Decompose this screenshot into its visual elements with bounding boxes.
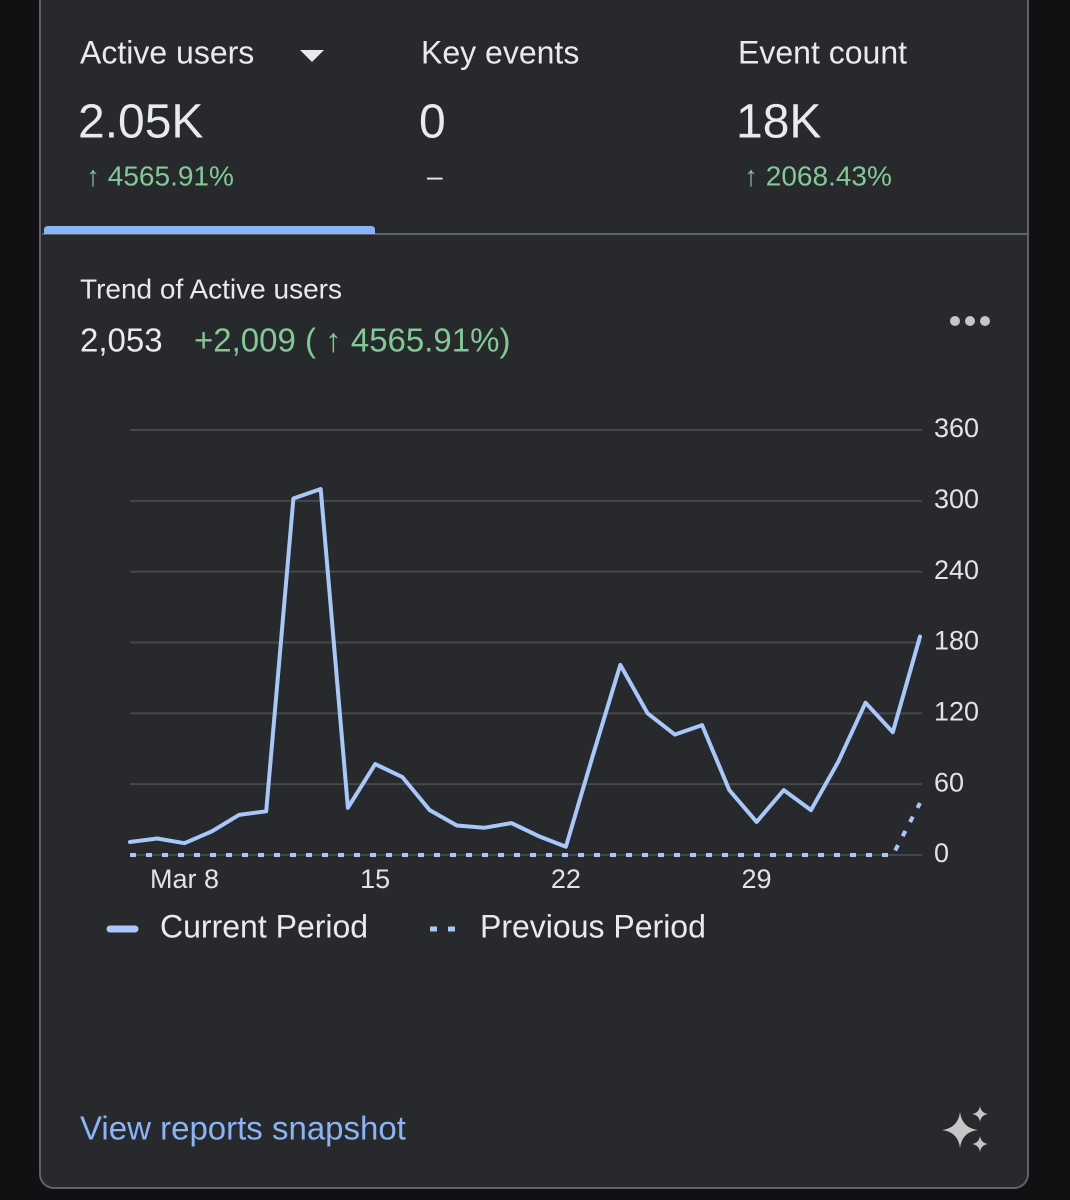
tab-label: Key events [421, 34, 579, 70]
tab-label: Active users [80, 34, 254, 70]
tab-change: – [427, 160, 443, 191]
tab-value: 18K [736, 96, 821, 149]
x-tick-label: 15 [360, 864, 390, 894]
active-tab-indicator [44, 226, 375, 234]
tab-change: ↑ 4565.91% [86, 160, 234, 191]
y-tick-label: 120 [934, 696, 979, 726]
y-tick-label: 300 [934, 484, 979, 514]
reports-snapshot-link[interactable]: View reports snapshot [80, 1110, 406, 1147]
dropdown-arrow [300, 50, 324, 62]
y-tick-label: 0 [934, 838, 949, 868]
trend-change: +2,009 ( ↑ 4565.91%) [194, 322, 510, 359]
trend-title: Trend of Active users [80, 273, 342, 304]
tab-label: Event count [738, 34, 907, 70]
series-line [130, 802, 922, 857]
metric-tab[interactable]: Key events 0 – [419, 34, 579, 191]
metric-tabs: Active users 2.05K ↑ 4565.91% Key events 0 – E… [78, 34, 907, 191]
tab-value: 2.05K [78, 96, 203, 149]
card [39, 0, 1029, 1189]
sparkle-icon[interactable] [942, 1106, 988, 1152]
legend-item: Current Period [106, 908, 368, 944]
y-tick-label: 360 [934, 413, 979, 443]
tab-change: ↑ 2068.43% [744, 160, 892, 191]
trend-total: 2,053 [80, 322, 163, 359]
x-tick-label: 29 [742, 864, 772, 894]
more-menu[interactable] [950, 316, 990, 326]
legend-label: Previous Period [480, 908, 706, 944]
line-chart: 0 60 120 180 240 300 360 Mar 8 15 22 29 [128, 413, 979, 894]
legend-label: Current Period [160, 908, 368, 944]
x-tick-label: 22 [551, 864, 581, 894]
y-tick-label: 60 [934, 767, 964, 797]
legend-item: Previous Period [430, 908, 706, 944]
tab-value: 0 [419, 96, 446, 149]
x-tick-label: Mar 8 [150, 864, 219, 894]
y-tick-label: 180 [934, 626, 979, 656]
legend: Current Period Previous Period [106, 908, 706, 944]
series-line [128, 487, 922, 849]
metric-tab[interactable]: Event count 18K ↑ 2068.43% [736, 34, 907, 191]
metric-tab[interactable]: Active users 2.05K ↑ 4565.91% [78, 34, 324, 191]
y-tick-label: 240 [934, 555, 979, 585]
